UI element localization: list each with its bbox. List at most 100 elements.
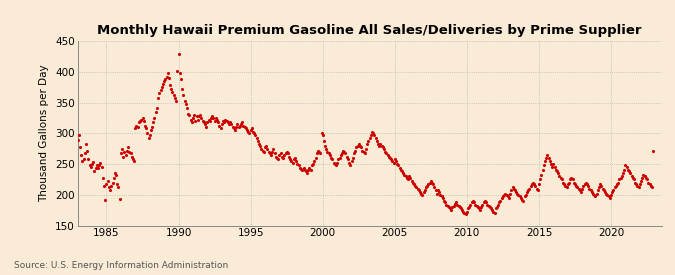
Point <box>359 151 370 155</box>
Point <box>315 151 325 155</box>
Point <box>398 171 408 175</box>
Point <box>126 155 137 159</box>
Point <box>499 192 510 197</box>
Point <box>134 119 145 123</box>
Point <box>249 131 260 136</box>
Point <box>309 159 320 163</box>
Point <box>74 132 84 137</box>
Point <box>140 126 151 131</box>
Point <box>443 205 454 209</box>
Point <box>207 114 217 118</box>
Point <box>445 206 456 210</box>
Point <box>516 196 526 200</box>
Point <box>290 156 300 160</box>
Point <box>212 118 223 122</box>
Point <box>414 189 425 194</box>
Point <box>358 150 369 154</box>
Point <box>344 161 354 165</box>
Point <box>583 183 594 188</box>
Point <box>328 161 339 165</box>
Point <box>487 208 497 212</box>
Point <box>214 124 225 128</box>
Point <box>590 194 601 198</box>
Point <box>431 191 442 196</box>
Point <box>304 166 315 170</box>
Point <box>558 180 568 185</box>
Point <box>293 163 304 167</box>
Point <box>599 189 610 194</box>
Point <box>189 113 200 117</box>
Point <box>638 173 649 177</box>
Point <box>601 191 612 196</box>
Point <box>577 186 588 191</box>
Point <box>471 204 482 208</box>
Point <box>374 144 385 148</box>
Point <box>371 139 382 143</box>
Point <box>386 157 397 161</box>
Point <box>568 180 579 185</box>
Point <box>508 186 519 191</box>
Point <box>458 210 468 214</box>
Point <box>244 131 255 136</box>
Point <box>484 205 495 209</box>
Point <box>570 182 580 186</box>
Point <box>108 175 119 180</box>
Point <box>162 71 173 75</box>
Point <box>460 212 471 217</box>
Point <box>331 163 342 167</box>
Point <box>234 125 244 130</box>
Point <box>103 185 114 189</box>
Point <box>275 151 286 155</box>
Point <box>631 182 642 186</box>
Point <box>165 83 176 88</box>
Point <box>512 191 522 196</box>
Point <box>268 147 279 151</box>
Point <box>154 91 165 96</box>
Point <box>641 175 651 180</box>
Point <box>284 155 294 159</box>
Point <box>587 189 597 194</box>
Point <box>314 150 325 154</box>
Point <box>190 119 200 123</box>
Point <box>111 173 122 177</box>
Point <box>422 183 433 188</box>
Point <box>468 200 479 204</box>
Point <box>202 120 213 125</box>
Point <box>622 168 633 172</box>
Point <box>273 157 284 161</box>
Point <box>561 185 572 190</box>
Point <box>417 192 428 197</box>
Point <box>566 175 577 180</box>
Point <box>388 161 399 165</box>
Point <box>560 183 571 188</box>
Point <box>299 168 310 172</box>
Point <box>504 196 514 200</box>
Point <box>613 180 624 185</box>
Point <box>472 205 483 209</box>
Point <box>524 186 535 191</box>
Point <box>334 156 345 160</box>
Point <box>501 192 512 197</box>
Point <box>485 206 496 210</box>
Point <box>520 192 531 197</box>
Point <box>311 151 322 155</box>
Point <box>497 194 508 198</box>
Point <box>376 144 387 148</box>
Point <box>448 204 459 208</box>
Point <box>288 161 298 165</box>
Point <box>543 156 554 160</box>
Point <box>195 113 206 117</box>
Point <box>305 168 316 172</box>
Point <box>80 142 91 147</box>
Point <box>588 191 599 196</box>
Point <box>607 189 618 194</box>
Point <box>179 99 190 104</box>
Point <box>197 119 208 123</box>
Point <box>183 112 194 116</box>
Point <box>594 185 605 190</box>
Point <box>313 148 323 153</box>
Point <box>114 197 125 201</box>
Point <box>536 173 547 177</box>
Point <box>539 159 550 163</box>
Point <box>634 182 645 186</box>
